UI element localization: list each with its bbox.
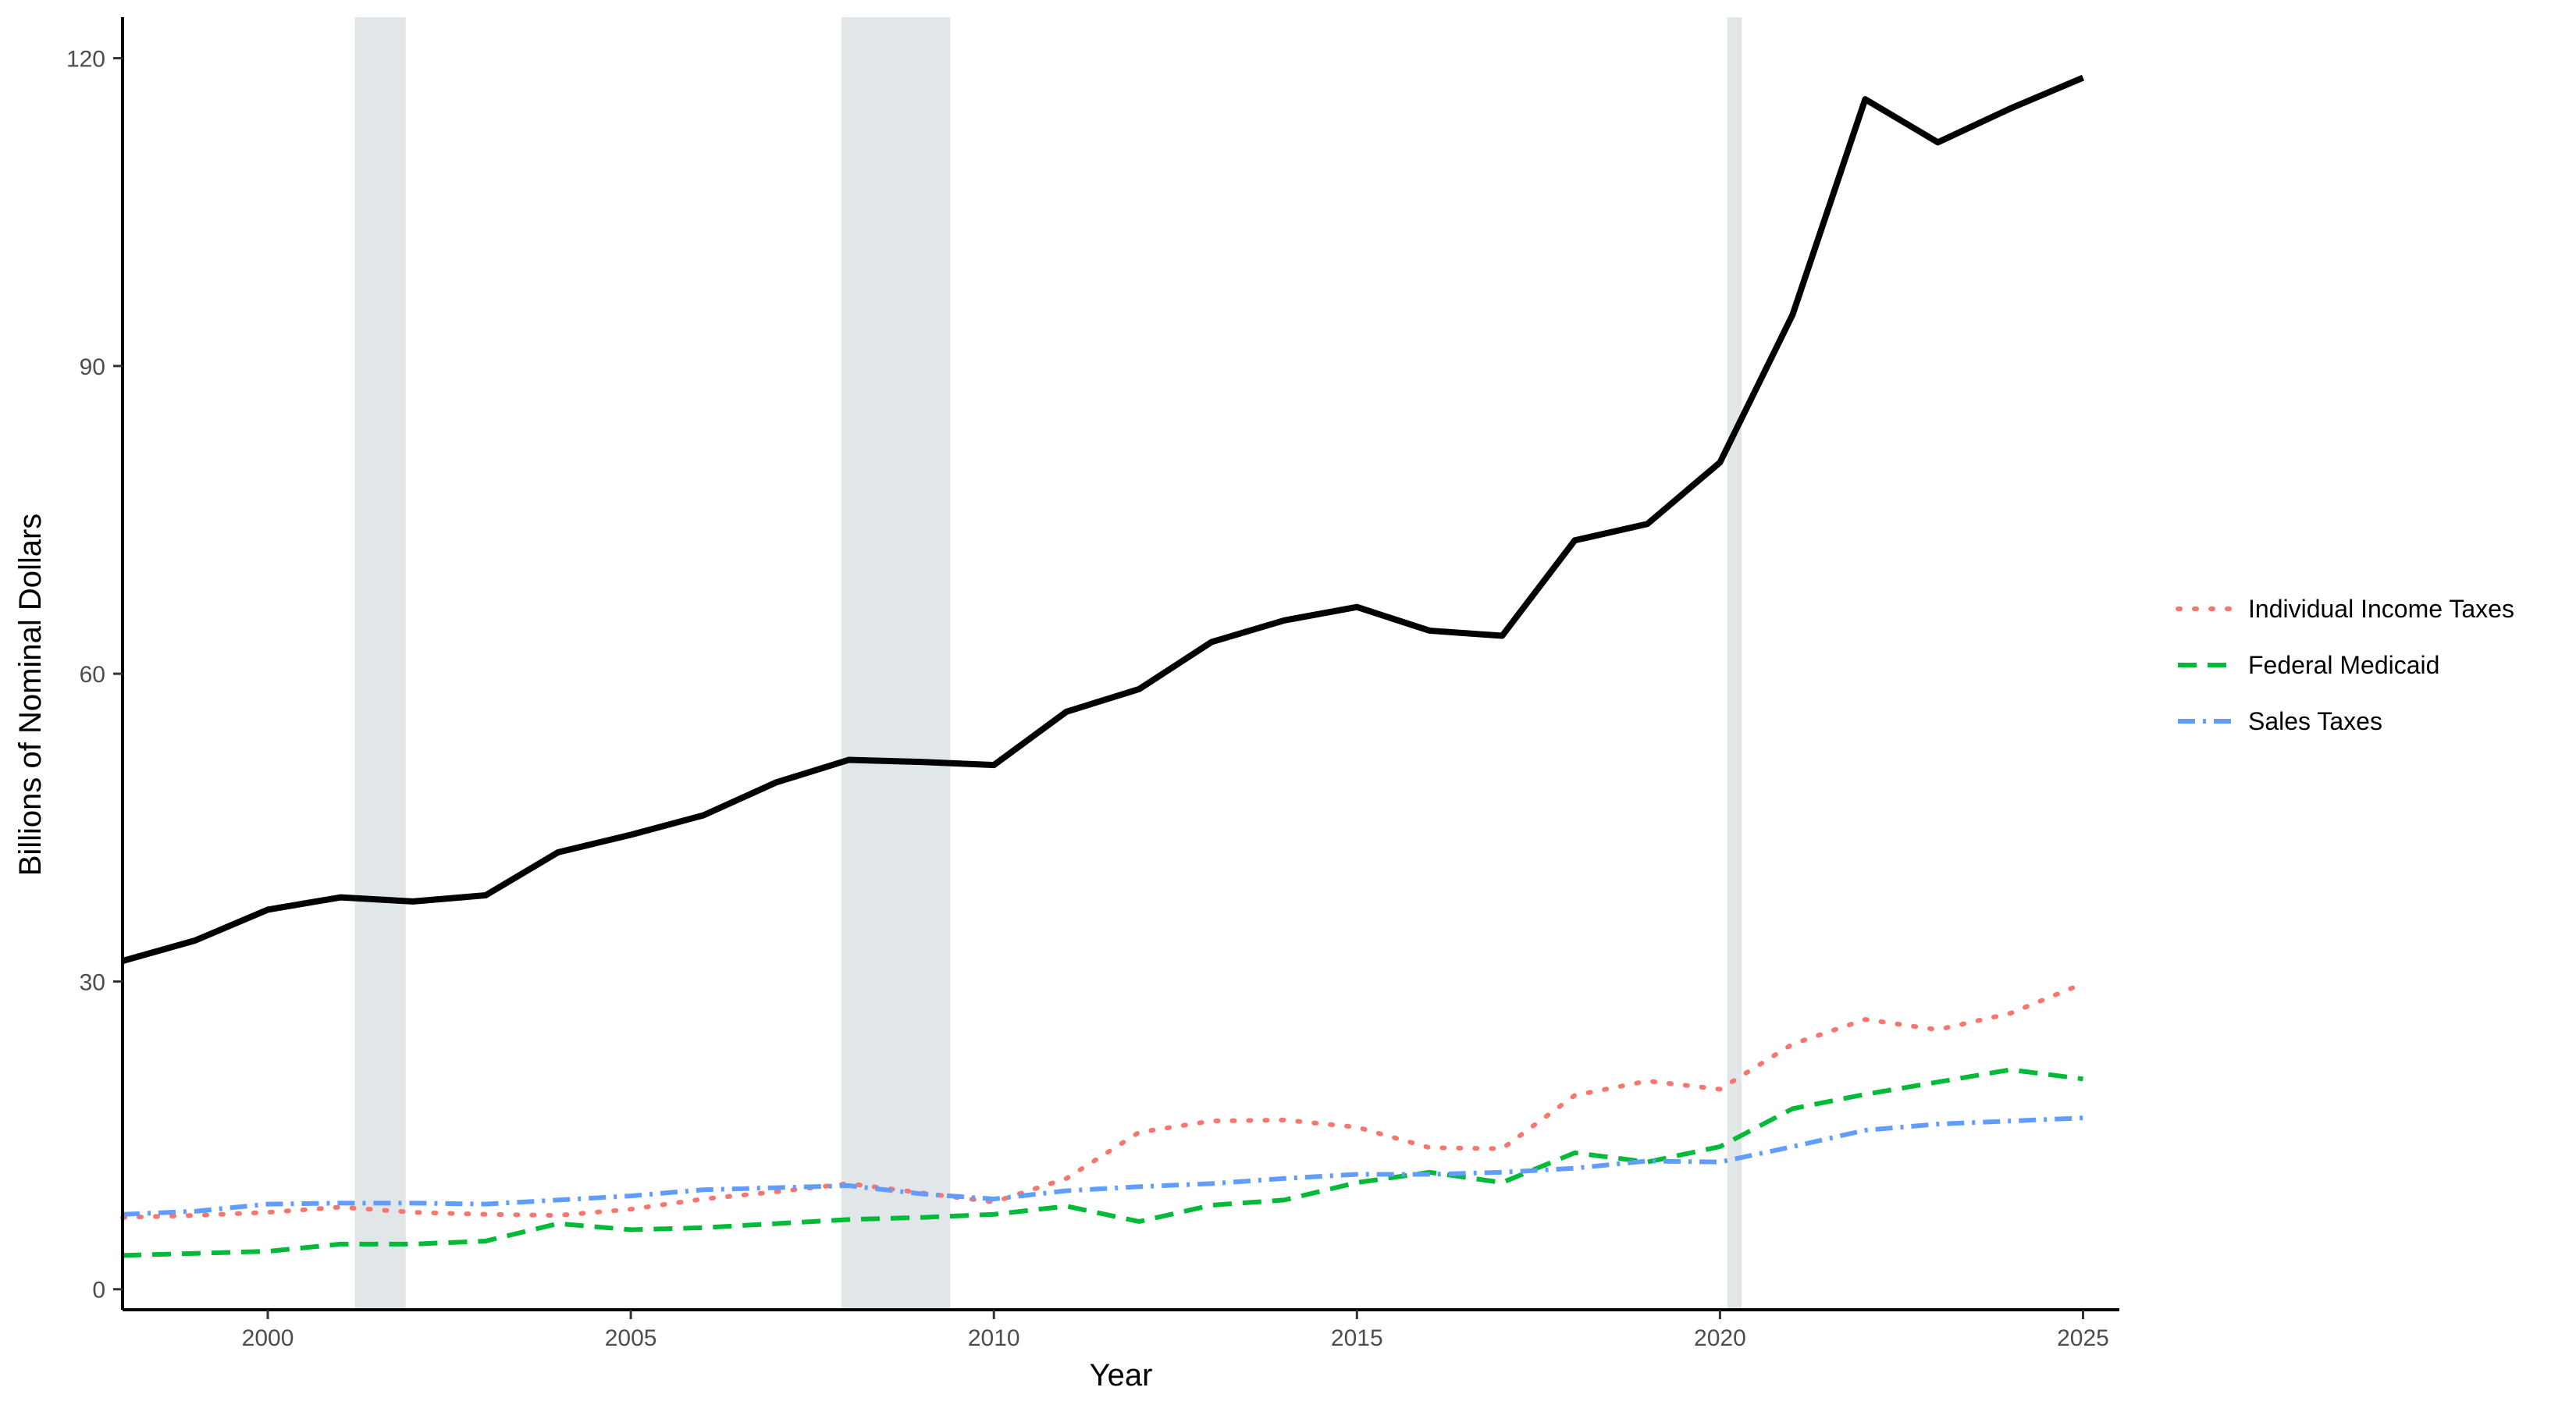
x-tick-label: 2000 [242,1325,294,1351]
legend-label-2: Federal Medicaid [2248,651,2439,679]
y-axis-title: Billions of Nominal Dollars [13,514,48,877]
x-tick-label: 2005 [605,1325,657,1351]
recession-band-1 [841,17,951,1310]
x-tick-label: 2015 [1331,1325,1383,1351]
y-tick-label: 120 [66,47,105,73]
series-line-0 [121,74,2085,964]
y-tick-label: 30 [80,969,105,995]
axes [121,17,2119,1311]
y-tick-label: 0 [92,1278,105,1304]
x-tick-label: 2020 [1694,1325,1746,1351]
legend-label-3: Sales Taxes [2248,707,2382,735]
series-line-2 [122,1067,2083,1258]
legend-label-1: Individual Income Taxes [2248,595,2514,623]
y-axis-ticks: 0 30 60 90 120 [66,47,123,1304]
legend: Individual Income Taxes Federal Medicaid S… [2176,595,2514,735]
series-line-1 [120,981,2086,1220]
x-tick-label: 2025 [2057,1325,2109,1351]
x-axis-ticks: 2000 2005 2010 2015 2020 2025 [242,1310,2109,1351]
series-line-3 [122,1115,2083,1217]
series-lines [120,74,2086,1258]
x-axis-title: Year [1090,1358,1153,1393]
recession-band-2 [1727,17,1742,1310]
y-tick-label: 60 [80,662,105,688]
recession-band-0 [354,17,406,1310]
y-tick-label: 90 [80,354,105,380]
recession-shading [354,17,1742,1310]
x-tick-label: 2010 [968,1325,1020,1351]
